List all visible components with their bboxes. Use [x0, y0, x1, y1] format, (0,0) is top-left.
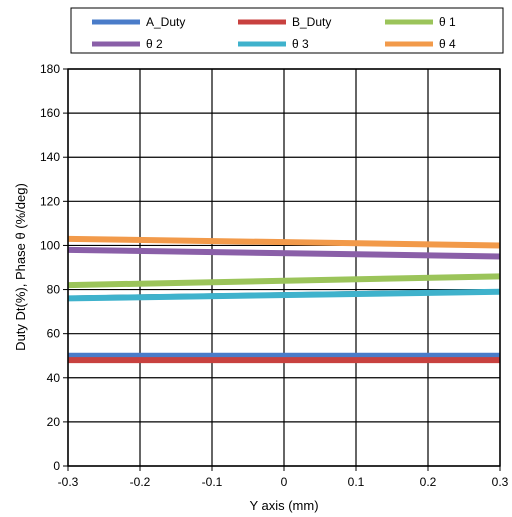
legend-entry: θ 4 [385, 37, 456, 51]
x-tick-label: -0.1 [202, 475, 223, 489]
legend-label: B_Duty [292, 15, 331, 29]
y-tick-label: 20 [47, 415, 61, 429]
y-tick-label: 160 [40, 106, 60, 120]
x-axis-title: Y axis (mm) [249, 498, 318, 513]
legend-label: A_Duty [146, 15, 185, 29]
x-tick-label: -0.2 [130, 475, 151, 489]
legend-entry: θ 2 [92, 37, 163, 51]
legend-label: θ 1 [439, 15, 456, 29]
y-tick-label: 120 [40, 194, 60, 208]
legend-label: θ 3 [292, 37, 309, 51]
series-line-4 [67, 288, 501, 302]
legend-entry: A_Duty [92, 15, 185, 29]
y-tick-label: 180 [40, 62, 60, 76]
x-axis: -0.3 -0.2 -0.1 0 0.1 0.2 0.3 [58, 466, 509, 489]
y-tick-label: 60 [47, 327, 61, 341]
legend-label: θ 2 [146, 37, 163, 51]
y-tick-label: 40 [47, 371, 61, 385]
legend-label: θ 4 [439, 37, 456, 51]
y-axis-title: Duty Dt(%), Phase θ (%/deg) [13, 183, 28, 351]
series-line-3 [67, 246, 501, 260]
x-tick-label: -0.3 [58, 475, 79, 489]
legend-entry: B_Duty [238, 15, 331, 29]
y-tick-label: 0 [53, 459, 60, 473]
y-tick-label: 140 [40, 150, 60, 164]
series-line-5 [67, 235, 501, 249]
x-tick-label: 0.1 [348, 475, 365, 489]
legend-entry: θ 3 [238, 37, 309, 51]
series-line-2 [67, 273, 501, 289]
x-tick-label: 0 [281, 475, 288, 489]
y-tick-label: 100 [40, 238, 60, 252]
x-tick-label: 0.3 [492, 475, 509, 489]
plot-area [67, 68, 501, 467]
y-axis: 0 20 40 60 80 100 120 140 160 180 [40, 62, 68, 473]
legend-entry: θ 1 [385, 15, 456, 29]
y-tick-label: 80 [47, 283, 61, 297]
legend: A_Duty B_Duty θ 1 θ 2 θ 3 θ 4 [70, 7, 504, 54]
x-tick-label: 0.2 [420, 475, 437, 489]
